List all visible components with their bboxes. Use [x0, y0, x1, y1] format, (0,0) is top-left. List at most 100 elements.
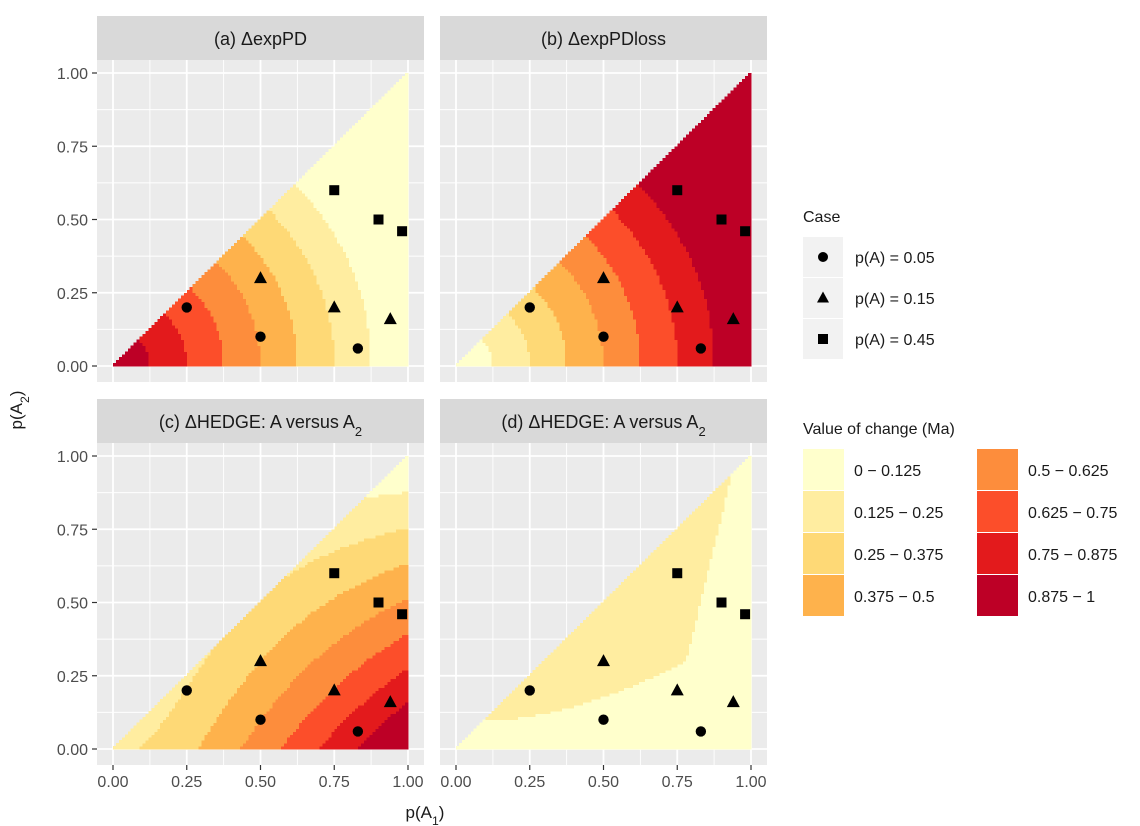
heat-cell — [292, 196, 297, 200]
heat-cell — [366, 310, 371, 314]
heat-cell — [304, 351, 309, 355]
heat-cell — [251, 360, 255, 364]
heat-cell — [396, 278, 400, 282]
heat-cell — [284, 289, 288, 294]
heat-cell — [269, 245, 273, 250]
heat-cell — [325, 234, 329, 238]
heat-cell — [346, 330, 350, 335]
heat-cell — [198, 351, 202, 355]
heat-cell — [186, 298, 191, 302]
heat-cell — [307, 327, 312, 332]
heat-cell — [233, 289, 238, 294]
heat-cell — [266, 231, 270, 235]
heat-cell — [354, 310, 359, 314]
heat-cell — [354, 172, 359, 176]
heat-cell — [360, 324, 365, 329]
heat-cell — [290, 198, 294, 203]
heat-cell — [263, 242, 267, 247]
heat-cell — [369, 313, 373, 317]
heat-cell — [316, 248, 320, 253]
heat-cell — [304, 360, 309, 364]
heat-cell — [295, 339, 300, 343]
heat-cell — [310, 351, 314, 355]
heat-cell — [360, 137, 365, 141]
heat-cell — [172, 339, 176, 343]
heat-cell — [402, 137, 406, 141]
heat-cell — [157, 336, 161, 341]
heat-cell — [263, 339, 267, 343]
heat-cell — [369, 108, 373, 112]
heat-cell — [292, 187, 297, 191]
heat-cell — [322, 278, 326, 282]
heat-cell — [272, 307, 276, 311]
heat-cell — [260, 324, 264, 329]
heat-cell — [390, 140, 394, 144]
heat-cell — [378, 339, 382, 343]
heat-cell — [399, 198, 403, 203]
heat-cell — [363, 245, 368, 250]
heat-cell — [349, 316, 353, 320]
heat-cell — [343, 327, 347, 332]
heat-cell — [290, 336, 294, 341]
heat-cell — [287, 222, 291, 226]
heat-cell — [393, 269, 397, 273]
heat-cell — [260, 354, 264, 358]
heat-cell — [239, 292, 244, 297]
heat-cell — [375, 240, 379, 244]
heat-cell — [363, 336, 368, 341]
heat-cell — [310, 240, 314, 244]
heat-cell — [198, 310, 202, 314]
heat-cell — [325, 184, 329, 188]
heat-cell — [328, 316, 332, 320]
heat-cell — [263, 295, 267, 300]
heat-cell — [372, 348, 376, 352]
heat-cell — [384, 175, 388, 179]
heat-cell — [216, 286, 220, 291]
heat-cell — [399, 295, 403, 300]
heat-cell — [284, 324, 288, 329]
heat-cell — [260, 283, 264, 288]
heat-cell — [236, 336, 241, 341]
heat-cell — [346, 146, 350, 150]
heat-cell — [351, 357, 356, 361]
heat-cell — [378, 322, 382, 326]
heat-cell — [325, 319, 329, 323]
heat-cell — [378, 354, 382, 358]
heat-cell — [393, 225, 397, 229]
heat-cell — [378, 193, 382, 197]
heat-cell — [399, 210, 403, 215]
heat-cell — [402, 336, 406, 341]
heat-cell — [313, 204, 317, 209]
heat-cell — [384, 260, 388, 264]
heat-cell — [257, 348, 261, 352]
heat-cell — [378, 257, 382, 261]
heat-cell — [304, 357, 309, 361]
heat-cell — [399, 357, 403, 361]
heat-cell — [225, 324, 229, 329]
heat-cell — [245, 237, 250, 241]
heat-cell — [357, 157, 362, 162]
heat-cell — [351, 272, 356, 276]
heat-cell — [248, 301, 253, 305]
heat-cell — [313, 163, 317, 168]
heat-cell — [346, 336, 350, 341]
heat-cell — [396, 137, 400, 141]
heat-cell — [378, 237, 382, 241]
heat-cell — [251, 234, 255, 238]
heat-cell — [360, 237, 365, 241]
heat-cell — [369, 304, 373, 308]
heat-cell — [222, 319, 226, 323]
heat-cell — [319, 286, 323, 291]
heat-cell — [236, 354, 241, 358]
heat-cell — [357, 155, 362, 159]
heat-cell — [381, 339, 385, 343]
heat-cell — [337, 196, 341, 200]
heat-cell — [242, 275, 247, 279]
heat-cell — [145, 339, 149, 343]
heat-cell — [387, 234, 391, 238]
heat-cell — [387, 216, 391, 220]
heat-cell — [360, 228, 365, 232]
heat-cell — [160, 336, 164, 341]
heat-cell — [257, 327, 261, 332]
heat-cell — [354, 201, 359, 206]
